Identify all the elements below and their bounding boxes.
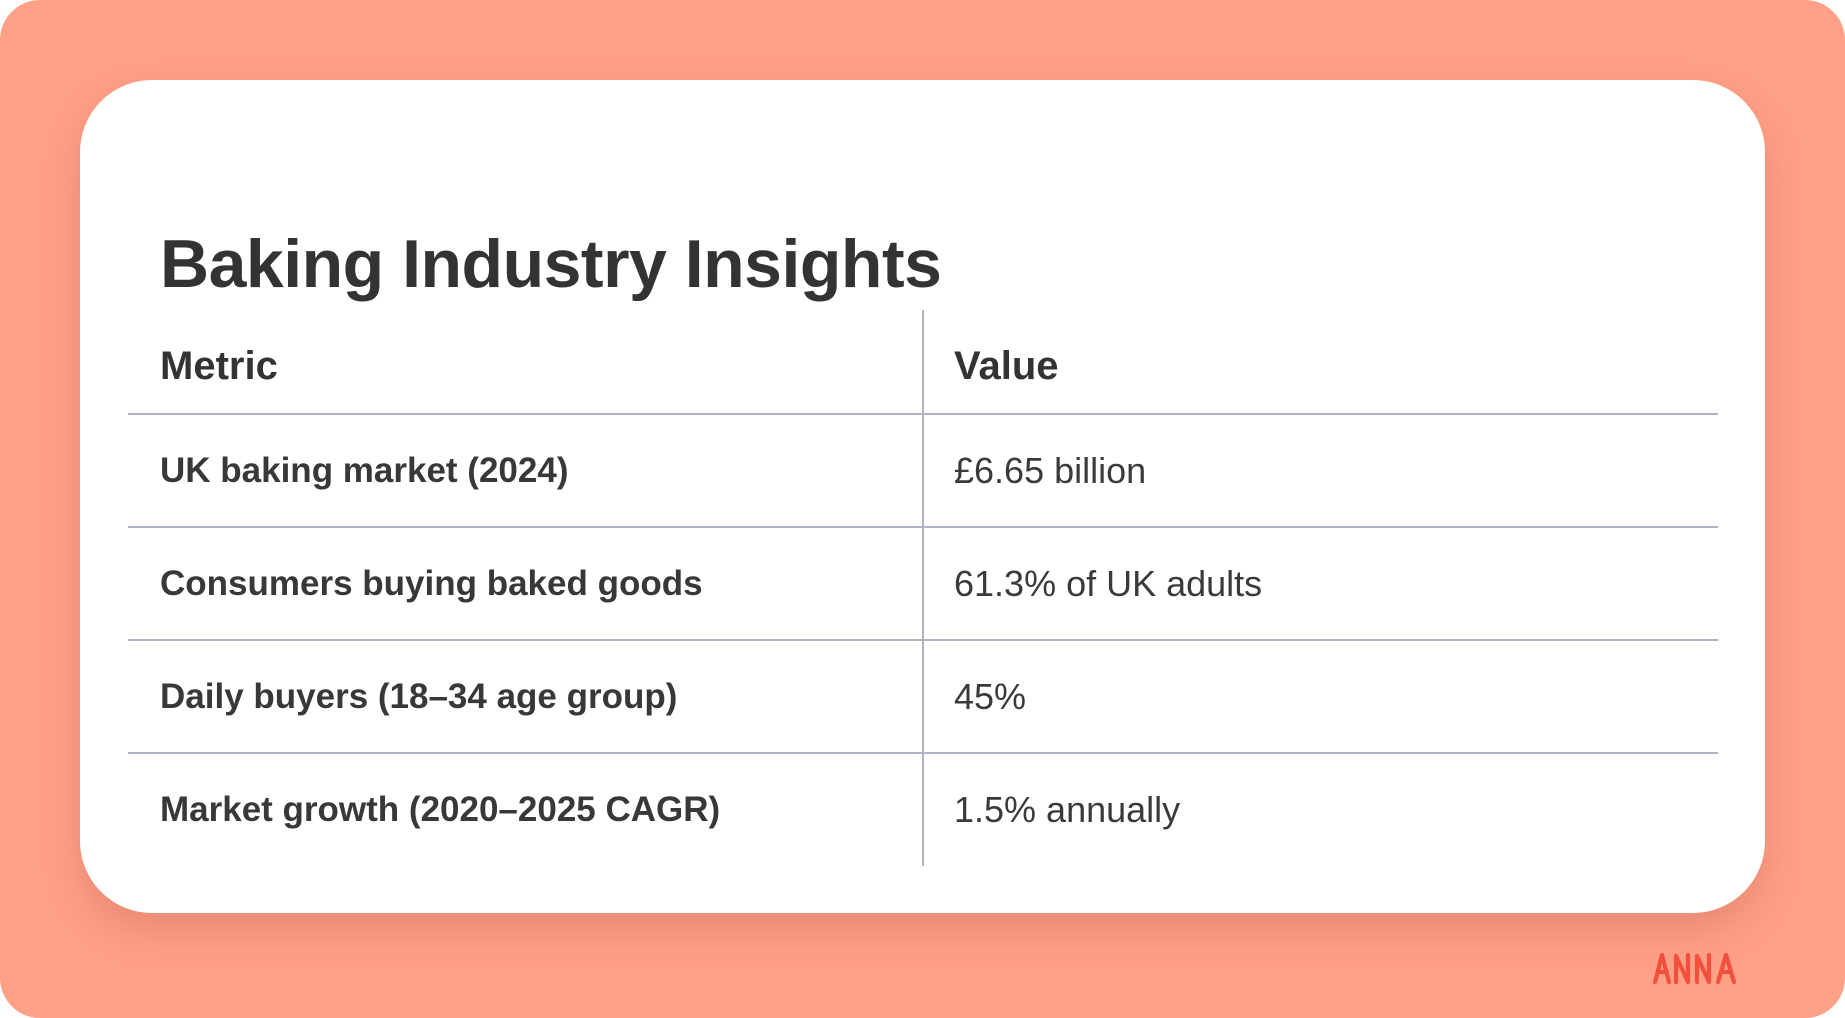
value-cell: 1.5% annually — [954, 788, 1181, 830]
table-row: Consumers buying baked goods 61.3% of UK… — [128, 527, 1718, 640]
insights-card: Baking Industry Insights Metric Value UK… — [80, 80, 1765, 913]
value-cell: 61.3% of UK adults — [954, 562, 1263, 604]
table-row: UK baking market (2024) £6.65 billion — [128, 414, 1718, 527]
table-header-row: Metric Value — [128, 310, 1718, 414]
metric-cell: Daily buyers (18–34 age group) — [160, 676, 678, 716]
card-title: Baking Industry Insights — [160, 226, 942, 302]
row-divider — [128, 639, 1718, 641]
row-divider — [128, 413, 1718, 415]
metric-cell: Consumers buying baked goods — [160, 563, 703, 603]
metric-cell: UK baking market (2024) — [160, 450, 569, 490]
row-divider — [128, 526, 1718, 528]
value-cell: £6.65 billion — [954, 449, 1147, 491]
column-divider — [922, 310, 924, 866]
header-metric: Metric — [160, 343, 278, 388]
value-cell: 45% — [954, 675, 1027, 717]
header-value: Value — [954, 343, 1059, 388]
anna-logo — [1652, 952, 1737, 985]
table-row: Daily buyers (18–34 age group) 45% — [128, 640, 1718, 753]
insights-table: Metric Value UK baking market (2024) £6.… — [128, 310, 1718, 866]
table-row: Market growth (2020–2025 CAGR) 1.5% annu… — [128, 753, 1718, 866]
metric-cell: Market growth (2020–2025 CAGR) — [160, 789, 721, 829]
row-divider — [128, 752, 1718, 754]
